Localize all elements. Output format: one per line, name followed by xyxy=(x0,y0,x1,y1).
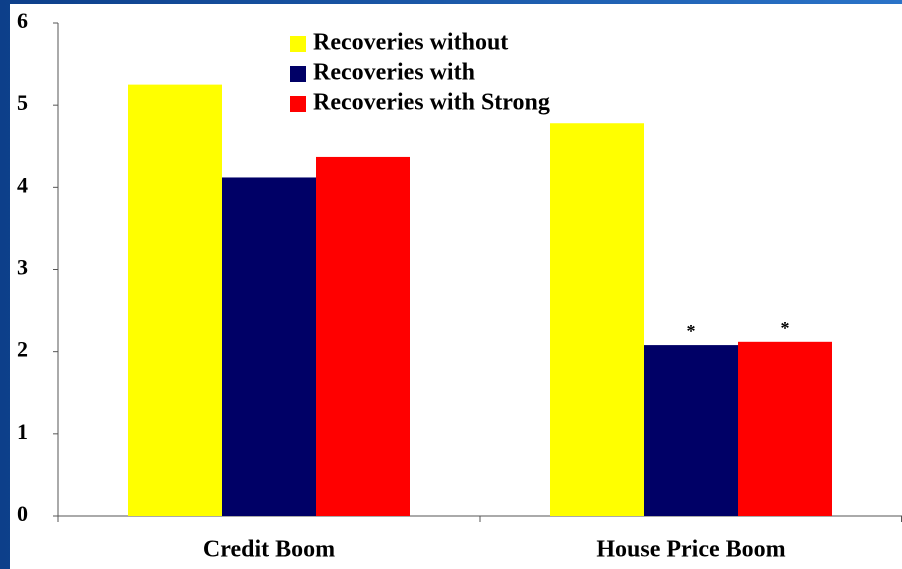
legend-label: Recoveries without xyxy=(313,30,508,56)
bar xyxy=(222,177,316,516)
annotation: * xyxy=(781,318,790,338)
legend-swatch xyxy=(290,66,306,82)
y-tick-label: 5 xyxy=(17,90,28,115)
bar xyxy=(316,156,410,516)
bar xyxy=(644,345,738,516)
y-tick-label: 3 xyxy=(17,255,28,280)
bar xyxy=(128,84,222,516)
y-tick-label: 6 xyxy=(17,8,28,33)
legend-label: Recoveries with xyxy=(313,60,475,86)
y-tick-label: 4 xyxy=(17,172,28,197)
legend-label: Recoveries with Strong xyxy=(313,90,550,116)
x-tick-label: Credit Boom xyxy=(203,537,335,563)
bar xyxy=(738,341,832,516)
legend-swatch xyxy=(290,96,306,112)
y-tick-label: 2 xyxy=(17,337,28,362)
annotation: * xyxy=(687,321,696,341)
y-tick-label: 1 xyxy=(17,419,28,444)
legend-swatch xyxy=(290,36,306,52)
y-tick-label: 0 xyxy=(17,501,28,526)
x-tick-label: House Price Boom xyxy=(596,537,785,563)
bar xyxy=(550,123,644,516)
